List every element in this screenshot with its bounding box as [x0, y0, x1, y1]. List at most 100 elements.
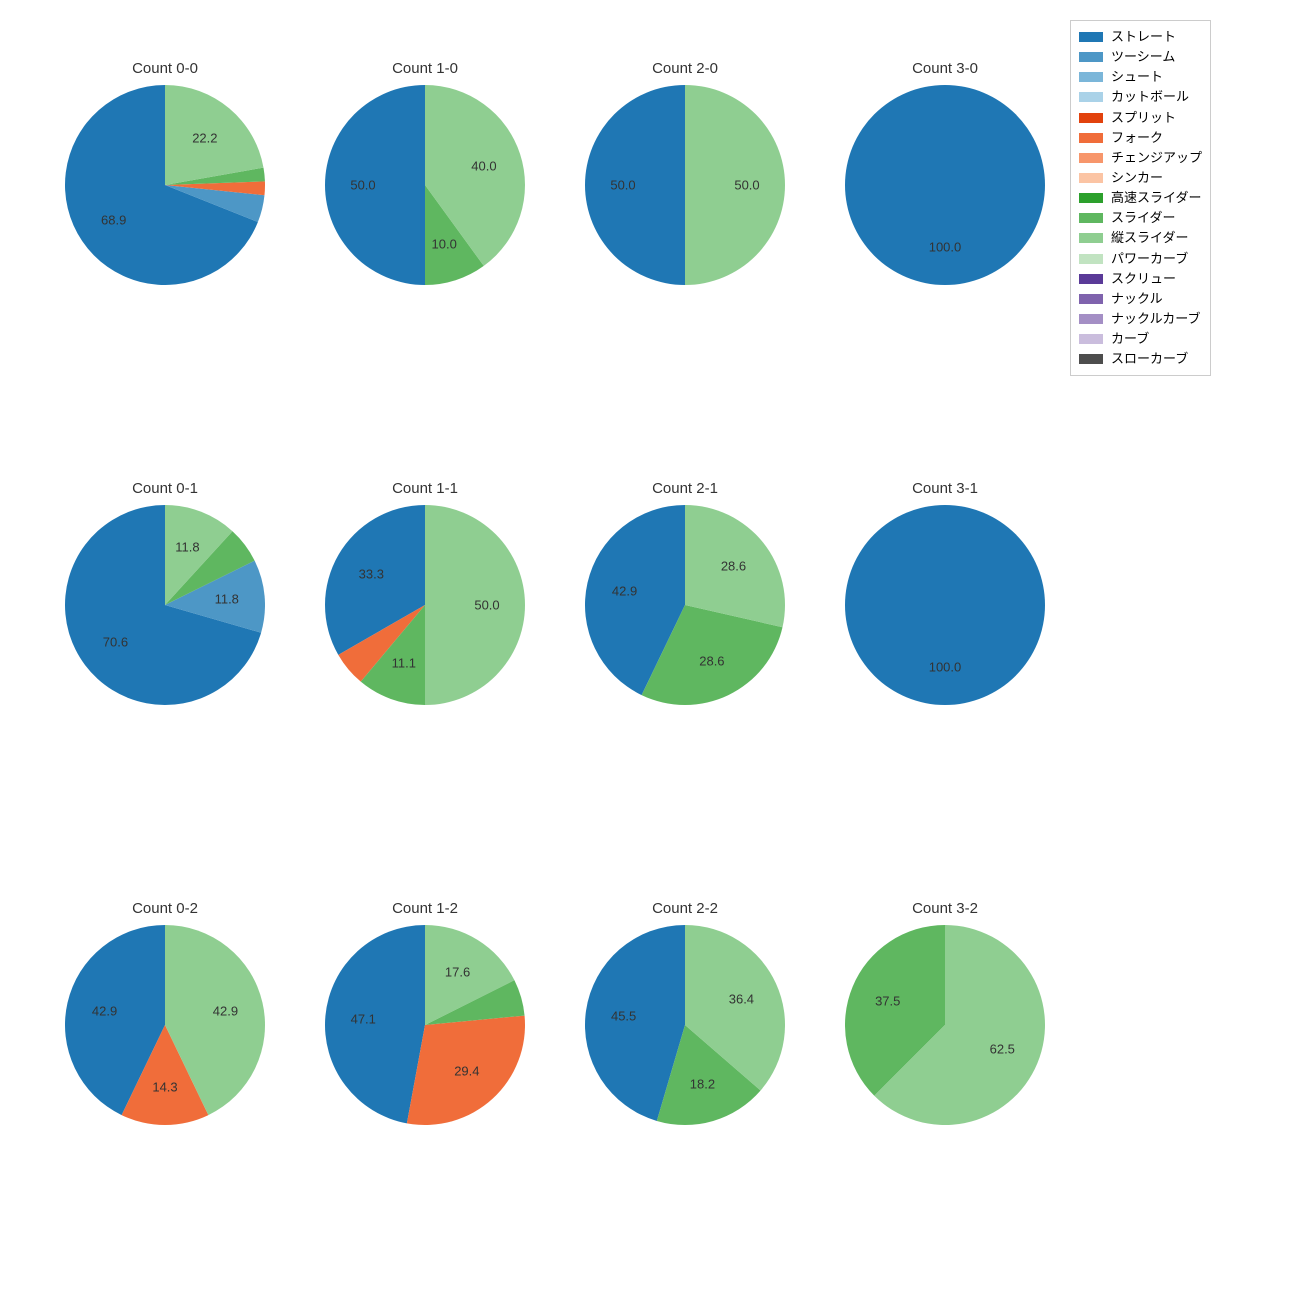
panel-title: Count 2-0	[570, 60, 800, 77]
pie-wrap: 50.010.040.0	[325, 85, 525, 285]
slice-label: 50.0	[350, 178, 375, 193]
pie-panel: Count 2-1 42.9 28.6 28.6	[570, 480, 800, 705]
slice-label: 100.0	[929, 240, 962, 255]
slice-label: 40.0	[471, 158, 496, 173]
legend-label: ナックルカーブ	[1111, 309, 1200, 329]
legend-swatch	[1079, 113, 1103, 123]
legend-label: カットボール	[1111, 87, 1189, 107]
pie-wrap: 33.311.150.0	[325, 505, 525, 705]
slice-label: 36.4	[729, 992, 754, 1007]
legend-swatch	[1079, 52, 1103, 62]
pie-panel: Count 3-0 100.0	[830, 60, 1060, 285]
panel-title: Count 3-0	[830, 60, 1060, 77]
legend-row: スクリュー	[1079, 269, 1202, 289]
pie-panel: Count 0-1 70.611.811.8	[50, 480, 280, 705]
pie-wrap: 42.9 28.6 28.6	[585, 505, 785, 705]
legend-label: スプリット	[1111, 108, 1176, 128]
legend: ストレートツーシームシュートカットボールスプリットフォークチェンジアップシンカー…	[1070, 20, 1211, 376]
legend-label: フォーク	[1111, 128, 1163, 148]
pie-svg	[845, 505, 1045, 705]
pie-svg	[585, 505, 785, 705]
slice-label: 28.6	[699, 653, 724, 668]
pie-panel: Count 2-2 45.5 18.2 36.4	[570, 900, 800, 1125]
legend-swatch	[1079, 133, 1103, 143]
legend-swatch	[1079, 274, 1103, 284]
legend-label: パワーカーブ	[1111, 249, 1188, 269]
pie-svg	[585, 925, 785, 1125]
slice-label: 50.0	[610, 178, 635, 193]
slice-label: 68.9	[101, 212, 126, 227]
legend-label: 高速スライダー	[1111, 188, 1201, 208]
legend-label: シュート	[1111, 67, 1163, 87]
pie-panel: Count 1-050.010.040.0	[310, 60, 540, 285]
legend-label: 縦スライダー	[1111, 228, 1188, 248]
slice-label: 100.0	[929, 660, 962, 675]
legend-swatch	[1079, 193, 1103, 203]
legend-row: ストレート	[1079, 27, 1202, 47]
slice-label: 29.4	[454, 1063, 479, 1078]
legend-label: シンカー	[1111, 168, 1163, 188]
legend-row: カットボール	[1079, 87, 1202, 107]
legend-swatch	[1079, 233, 1103, 243]
legend-label: スライダー	[1111, 208, 1175, 228]
slice-label: 42.9	[612, 584, 637, 599]
slice-label: 45.5	[611, 1009, 636, 1024]
legend-label: ストレート	[1111, 27, 1176, 47]
slice-label: 14.3	[152, 1080, 177, 1095]
pie-svg	[65, 925, 265, 1125]
slice-label: 28.6	[721, 559, 746, 574]
pie-wrap: 68.9 22.2	[65, 85, 265, 285]
panel-title: Count 2-1	[570, 480, 800, 497]
pie-wrap: 42.9 14.3 42.9	[65, 925, 265, 1125]
pie-panel: Count 3-237.562.5	[830, 900, 1060, 1125]
pie-wrap: 45.5 18.2 36.4	[585, 925, 785, 1125]
panel-title: Count 3-1	[830, 480, 1060, 497]
pie-panel: Count 3-1 100.0	[830, 480, 1060, 705]
panel-title: Count 1-2	[310, 900, 540, 917]
legend-row: ツーシーム	[1079, 47, 1202, 67]
legend-row: シュート	[1079, 67, 1202, 87]
legend-row: スプリット	[1079, 108, 1202, 128]
pie-panel: Count 1-1 33.311.150.0	[310, 480, 540, 705]
panel-title: Count 0-1	[50, 480, 280, 497]
pie-svg	[845, 85, 1045, 285]
slice-label: 11.8	[215, 592, 239, 607]
legend-swatch	[1079, 72, 1103, 82]
pie-slice	[845, 85, 1045, 285]
pie-panel: Count 0-2 42.9 14.3 42.9	[50, 900, 280, 1125]
legend-swatch	[1079, 153, 1103, 163]
pie-grid-canvas: Count 0-068.922.2Count 1-050.010.040.0Co…	[0, 0, 1300, 1300]
legend-swatch	[1079, 314, 1103, 324]
slice-label: 22.2	[192, 130, 217, 145]
legend-label: スローカーブ	[1111, 349, 1188, 369]
pie-wrap: 100.0	[845, 505, 1045, 705]
legend-swatch	[1079, 92, 1103, 102]
slice-label: 42.9	[213, 1004, 238, 1019]
legend-row: 縦スライダー	[1079, 228, 1202, 248]
legend-label: スクリュー	[1111, 269, 1176, 289]
legend-row: ナックルカーブ	[1079, 309, 1202, 329]
legend-label: ナックル	[1111, 289, 1163, 309]
legend-swatch	[1079, 213, 1103, 223]
panel-title: Count 3-2	[830, 900, 1060, 917]
legend-label: チェンジアップ	[1111, 148, 1202, 168]
legend-row: カーブ	[1079, 329, 1202, 349]
slice-label: 47.1	[351, 1012, 376, 1027]
panel-title: Count 1-1	[310, 480, 540, 497]
slice-label: 42.9	[92, 1004, 117, 1019]
panel-title: Count 2-2	[570, 900, 800, 917]
legend-row: フォーク	[1079, 128, 1202, 148]
legend-swatch	[1079, 354, 1103, 364]
pie-wrap: 70.611.811.8	[65, 505, 265, 705]
legend-swatch	[1079, 254, 1103, 264]
pie-panel: Count 0-068.922.2	[50, 60, 280, 285]
slice-label: 37.5	[875, 994, 900, 1009]
pie-wrap: 47.129.417.6	[325, 925, 525, 1125]
slice-label: 50.0	[734, 178, 759, 193]
pie-slice	[845, 505, 1045, 705]
pie-panel: Count 1-247.129.417.6	[310, 900, 540, 1125]
pie-panel: Count 2-0 50.0 50.0	[570, 60, 800, 285]
panel-title: Count 0-2	[50, 900, 280, 917]
slice-label: 18.2	[690, 1077, 715, 1092]
legend-label: ツーシーム	[1111, 47, 1175, 67]
